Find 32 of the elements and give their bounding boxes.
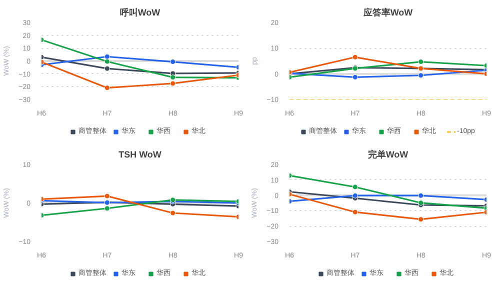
chart-title: 完单WoW (368, 150, 409, 160)
point (104, 206, 110, 212)
line-series (290, 59, 486, 80)
line-series (290, 172, 486, 211)
chart-title: 呼叫WoW (120, 8, 161, 18)
point (170, 80, 176, 86)
line-series (290, 67, 486, 80)
point (352, 54, 358, 60)
point (170, 210, 176, 216)
chart-title: TSH WoW (118, 150, 162, 160)
line-series (42, 54, 238, 76)
line-series (290, 54, 486, 77)
point (104, 66, 110, 72)
point (352, 209, 358, 215)
point (352, 74, 358, 80)
point (418, 216, 424, 222)
point (418, 192, 424, 198)
point (418, 72, 424, 78)
point (104, 85, 110, 91)
line-series (42, 197, 238, 218)
line-series (42, 193, 238, 220)
point (104, 193, 110, 199)
point (170, 59, 176, 65)
point (418, 59, 424, 65)
point (104, 54, 110, 60)
line-series (42, 37, 238, 81)
point (104, 58, 110, 64)
chart-title: 应答率WoW (362, 8, 414, 18)
point (352, 184, 358, 190)
point (352, 192, 358, 198)
line-series (42, 54, 238, 70)
point (170, 74, 176, 80)
